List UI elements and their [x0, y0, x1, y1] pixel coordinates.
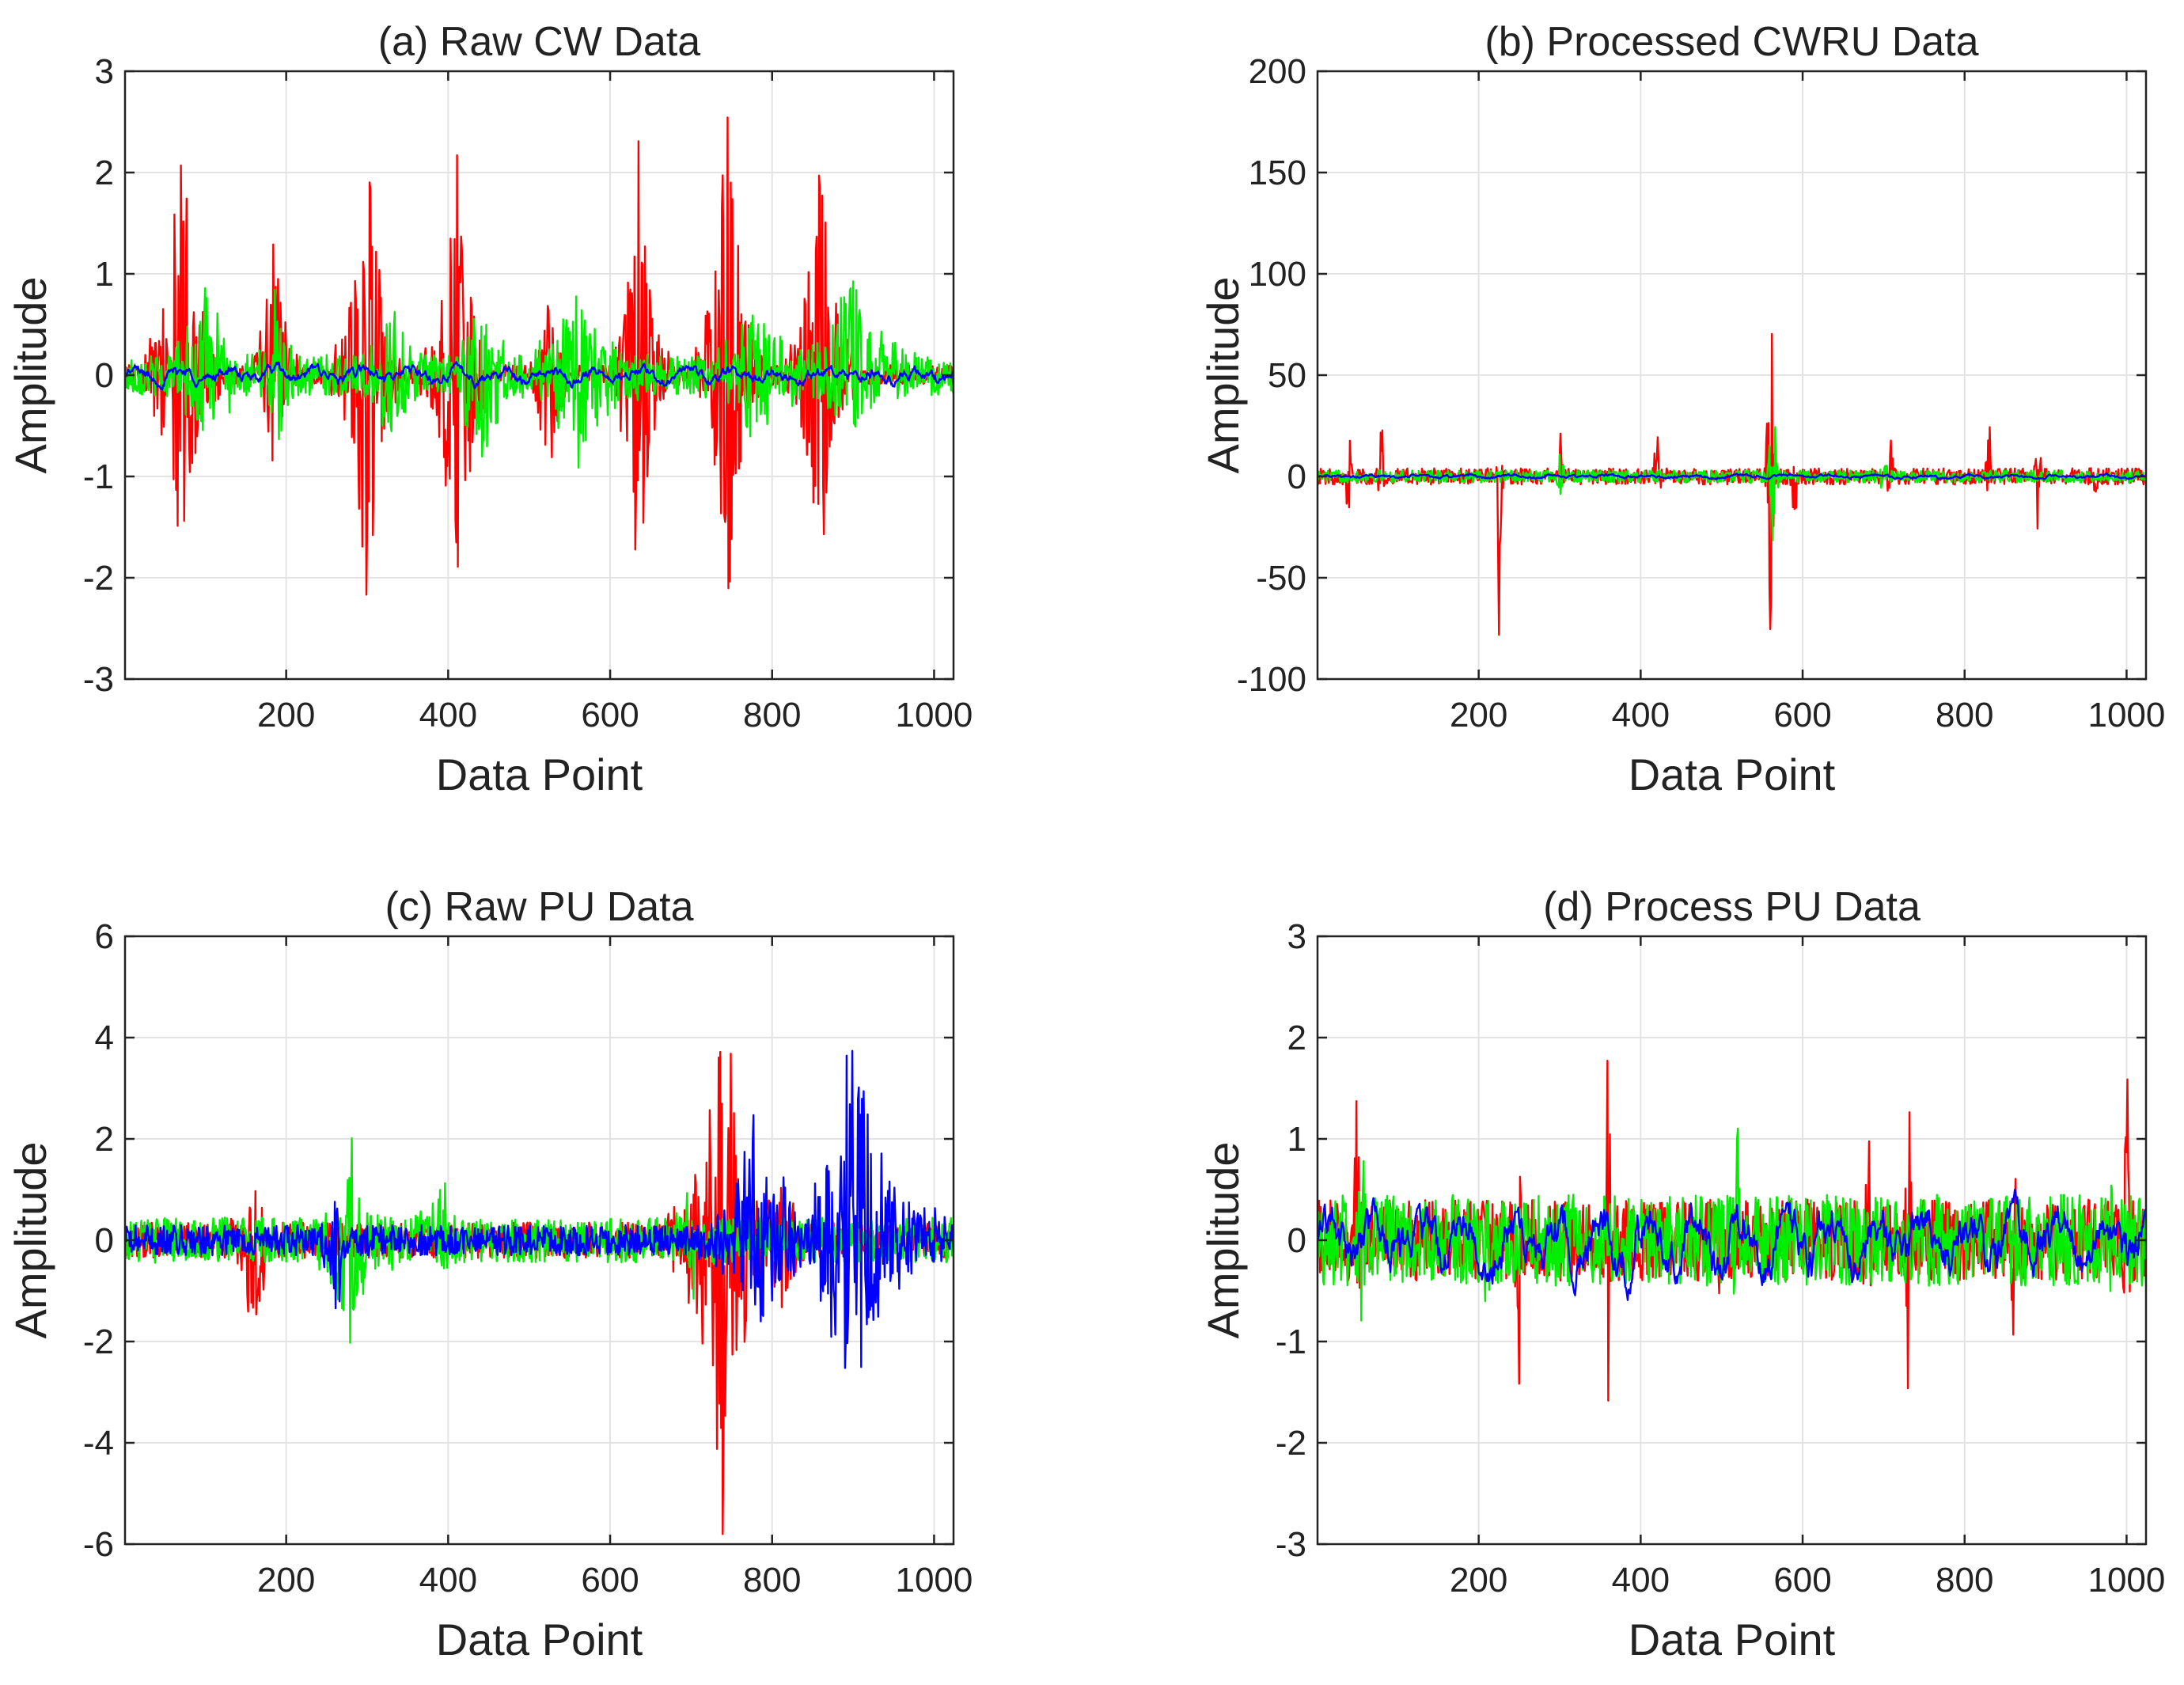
y-tick-label: -4: [83, 1424, 114, 1463]
y-tick-label: 150: [1249, 154, 1306, 192]
x-tick-label: 200: [1450, 696, 1507, 734]
chart-title: (d) Process PU Data: [1543, 884, 1920, 930]
series-blue: [125, 361, 954, 391]
series-green: [1318, 426, 2146, 541]
x-tick-label: 1000: [2087, 1561, 2165, 1600]
x-axis-label: Data Point: [1629, 750, 1836, 799]
series-blue: [125, 1049, 954, 1369]
y-tick-label: -6: [83, 1525, 114, 1564]
y-tick-label: -3: [1276, 1525, 1306, 1564]
y-tick-label: 200: [1249, 52, 1306, 91]
x-tick-label: 800: [743, 1561, 801, 1600]
y-tick-label: 2: [95, 1120, 114, 1159]
y-tick-label: 50: [1268, 356, 1306, 395]
y-tick-label: -3: [83, 660, 114, 699]
y-tick-label: 4: [95, 1019, 114, 1057]
x-tick-label: 1000: [895, 696, 973, 734]
y-tick-label: 0: [95, 356, 114, 395]
y-tick-label: 0: [1287, 457, 1306, 496]
series-blue: [1318, 1188, 2146, 1301]
x-axis-label: Data Point: [436, 1615, 643, 1664]
y-tick-label: 2: [1287, 1019, 1306, 1057]
x-tick-label: 1000: [895, 1561, 973, 1600]
x-tick-label: 400: [1612, 696, 1670, 734]
x-tick-label: 800: [1936, 696, 1993, 734]
x-axis-label: Data Point: [1629, 1615, 1836, 1664]
y-axis-label: Amplitude: [1198, 1141, 1248, 1338]
y-tick-label: 6: [95, 917, 114, 956]
series-blue: [1318, 472, 2146, 480]
x-tick-label: 200: [257, 696, 315, 734]
x-tick-label: 200: [1450, 1561, 1507, 1600]
x-tick-label: 400: [419, 696, 477, 734]
x-tick-label: 600: [581, 1561, 639, 1600]
panel-b: 200 400 600 800 1000 -100 -50 0 50 100 150 200 (b) P…: [1198, 19, 2165, 799]
y-axis-label: Amplitude: [6, 1141, 55, 1338]
y-tick-label: 3: [1287, 917, 1306, 956]
panel-d: 200 400 600 800 1000 -3 -2 -1 0 1 2 3 (d) Process PU…: [1198, 884, 2165, 1664]
chart-title: (a) Raw CW Data: [378, 19, 700, 65]
y-axis-label: Amplitude: [6, 276, 55, 473]
x-tick-label: 200: [257, 1561, 315, 1600]
y-tick-label: 0: [95, 1221, 114, 1260]
y-tick-label: 100: [1249, 255, 1306, 294]
y-tick-label: -1: [83, 457, 114, 496]
y-axis-label: Amplitude: [1198, 276, 1248, 473]
y-tick-label: 0: [1287, 1221, 1306, 1260]
chart-title: (b) Processed CWRU Data: [1484, 19, 1978, 65]
series-red: [1318, 332, 2146, 636]
series-red: [125, 1050, 954, 1535]
x-tick-label: 800: [743, 696, 801, 734]
x-tick-label: 600: [581, 696, 639, 734]
x-tick-label: 1000: [2087, 696, 2165, 734]
x-tick-label: 400: [1612, 1561, 1670, 1600]
y-tick-label: 1: [1287, 1120, 1306, 1159]
x-tick-label: 800: [1936, 1561, 1993, 1600]
panel-a: 200 400 600 800 1000 -3 -2 -1 0 1 2 3 (a) Raw CW Dat…: [6, 19, 973, 799]
y-tick-label: -2: [83, 559, 114, 598]
y-tick-label: -1: [1276, 1323, 1306, 1361]
x-tick-label: 600: [1773, 696, 1831, 734]
y-tick-label: -2: [83, 1323, 114, 1361]
chart-title: (c) Raw PU Data: [385, 884, 693, 930]
series-green: [125, 280, 954, 469]
x-tick-label: 400: [419, 1561, 477, 1600]
x-axis-label: Data Point: [436, 750, 643, 799]
y-tick-label: -50: [1256, 559, 1306, 598]
y-tick-label: 3: [95, 52, 114, 91]
y-tick-label: -100: [1237, 660, 1306, 699]
y-tick-label: -2: [1276, 1424, 1306, 1463]
x-tick-label: 600: [1773, 1561, 1831, 1600]
panel-c: 200 400 600 800 1000 -6 -4 -2 0 2 4 6 (c) Raw PU Dat…: [6, 884, 973, 1664]
y-tick-label: 1: [95, 255, 114, 294]
y-tick-label: 2: [95, 154, 114, 192]
